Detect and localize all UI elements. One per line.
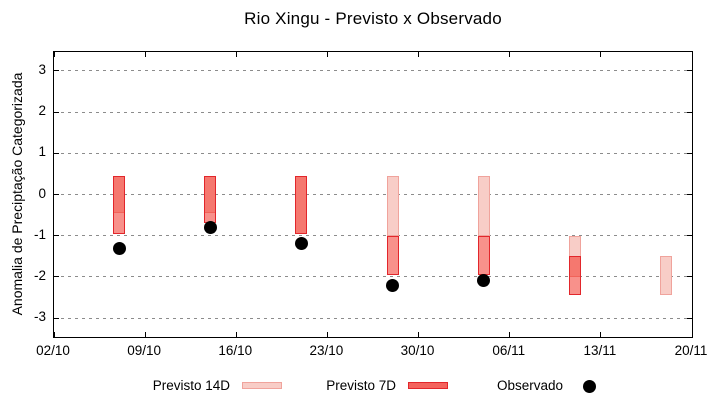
y-tick-label: 2 bbox=[38, 103, 46, 119]
observed-dot bbox=[477, 274, 491, 288]
x-tick-mark-bottom bbox=[235, 332, 237, 337]
grid-line bbox=[54, 194, 692, 195]
y-tick-mark-right bbox=[687, 235, 692, 237]
x-tick-mark-bottom bbox=[326, 332, 328, 337]
y-tick-mark-left bbox=[54, 194, 59, 195]
y-tick-label: 3 bbox=[38, 61, 46, 77]
grid-line bbox=[54, 235, 692, 237]
x-tick-mark-top bbox=[144, 52, 146, 57]
legend-label-previsto-14d: Previsto 14D bbox=[152, 378, 230, 393]
plot-area bbox=[53, 51, 693, 338]
y-tick-label: -1 bbox=[33, 226, 46, 242]
y-tick-mark-left bbox=[54, 235, 59, 237]
x-tick-label: 02/10 bbox=[36, 343, 70, 358]
x-tick-mark-bottom bbox=[418, 332, 420, 337]
legend-swatch-previsto-7d bbox=[408, 382, 448, 389]
forecast-bar bbox=[386, 235, 399, 275]
chart-title: Rio Xingu - Previsto x Observado bbox=[244, 9, 502, 28]
x-tick-mark-top bbox=[600, 52, 602, 57]
y-tick-mark-right bbox=[687, 276, 692, 278]
observed-dot bbox=[203, 220, 217, 234]
x-tick-mark-bottom bbox=[600, 332, 602, 337]
legend-swatch-previsto-14d bbox=[242, 382, 282, 389]
legend-label-previsto-7d: Previsto 7D bbox=[326, 378, 396, 393]
y-tick-mark-right bbox=[687, 317, 692, 319]
y-tick-label: 0 bbox=[38, 185, 46, 201]
forecast-bar bbox=[477, 175, 490, 236]
y-tick-mark-left bbox=[54, 152, 59, 154]
x-tick-mark-bottom bbox=[509, 332, 511, 337]
x-tick-label: 09/10 bbox=[127, 343, 162, 358]
y-tick-mark-right bbox=[687, 194, 692, 195]
forecast-bar bbox=[113, 175, 126, 234]
x-tick-mark-top bbox=[509, 52, 511, 57]
forecast-bar bbox=[295, 175, 308, 234]
grid-line bbox=[54, 317, 692, 319]
observed-dot bbox=[294, 237, 308, 251]
x-tick-mark-top bbox=[691, 52, 693, 57]
x-tick-mark-top bbox=[53, 52, 55, 57]
grid-line bbox=[54, 276, 692, 278]
x-tick-mark-bottom bbox=[53, 332, 55, 337]
y-tick-mark-left bbox=[54, 276, 59, 278]
x-tick-mark-top bbox=[418, 52, 420, 57]
y-tick-label: -2 bbox=[33, 267, 46, 283]
forecast-bar bbox=[204, 175, 217, 224]
forecast-bar bbox=[659, 256, 672, 296]
x-tick-label: 20/11 bbox=[674, 343, 708, 358]
y-tick-mark-left bbox=[54, 317, 59, 319]
x-tick-mark-top bbox=[326, 52, 328, 57]
y-tick-mark-right bbox=[687, 70, 692, 72]
y-tick-mark-left bbox=[54, 70, 59, 72]
forecast-bar bbox=[568, 256, 581, 296]
x-tick-mark-bottom bbox=[144, 332, 146, 337]
x-tick-mark-top bbox=[235, 52, 237, 57]
forecast-bar bbox=[386, 175, 399, 236]
forecast-bar bbox=[477, 235, 490, 275]
y-tick-label: 1 bbox=[38, 144, 46, 160]
x-tick-label: 30/10 bbox=[400, 343, 435, 358]
y-tick-mark-left bbox=[54, 111, 59, 113]
legend-label-observado: Observado bbox=[496, 378, 563, 393]
grid-line bbox=[54, 70, 692, 72]
observed-dot bbox=[112, 241, 126, 255]
grid-line bbox=[54, 111, 692, 113]
x-tick-label: 06/11 bbox=[492, 343, 526, 358]
y-tick-mark-right bbox=[687, 111, 692, 113]
observed-dot bbox=[386, 278, 400, 292]
x-tick-label: 13/11 bbox=[583, 343, 617, 358]
grid-line bbox=[54, 152, 692, 154]
x-tick-mark-bottom bbox=[691, 332, 693, 337]
y-tick-mark-right bbox=[687, 152, 692, 154]
legend-marker-observado bbox=[583, 380, 596, 393]
x-tick-label: 16/10 bbox=[218, 343, 253, 358]
y-tick-label: -3 bbox=[33, 309, 46, 325]
x-tick-label: 23/10 bbox=[309, 343, 344, 358]
